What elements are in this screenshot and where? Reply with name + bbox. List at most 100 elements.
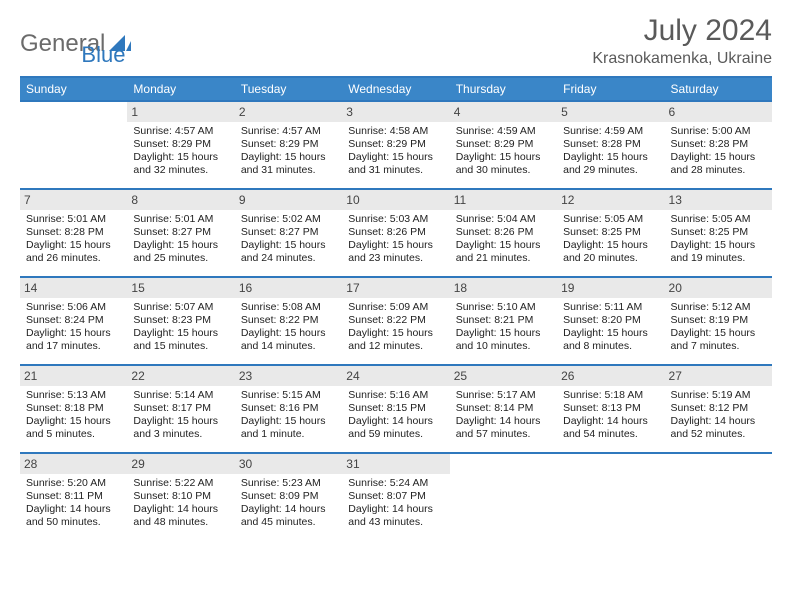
sunrise-text: Sunrise: 5:24 AM bbox=[348, 477, 443, 490]
day-of-week-row: Sunday Monday Tuesday Wednesday Thursday… bbox=[20, 77, 772, 101]
brand-word2: Blue bbox=[81, 42, 125, 68]
day-cell: 17Sunrise: 5:09 AMSunset: 8:22 PMDayligh… bbox=[342, 277, 449, 365]
daylight-text: Daylight: 14 hours and 48 minutes. bbox=[133, 503, 228, 529]
sunset-text: Sunset: 8:29 PM bbox=[133, 138, 228, 151]
day-cell: 6 Sunrise: 5:00 AMSunset: 8:28 PMDaylight… bbox=[665, 101, 772, 189]
sunset-text: Sunset: 8:28 PM bbox=[563, 138, 658, 151]
dow-sun: Sunday bbox=[20, 77, 127, 101]
sunset-text: Sunset: 8:13 PM bbox=[563, 402, 658, 415]
daylight-text: Daylight: 14 hours and 59 minutes. bbox=[348, 415, 443, 441]
daylight-text: Daylight: 15 hours and 12 minutes. bbox=[348, 327, 443, 353]
daylight-text: Daylight: 15 hours and 19 minutes. bbox=[671, 239, 766, 265]
sunrise-text: Sunrise: 5:13 AM bbox=[26, 389, 121, 402]
day-cell bbox=[450, 453, 557, 541]
daylight-text: Daylight: 14 hours and 57 minutes. bbox=[456, 415, 551, 441]
sunset-text: Sunset: 8:25 PM bbox=[563, 226, 658, 239]
day-cell: 1 Sunrise: 4:57 AMSunset: 8:29 PMDaylight… bbox=[127, 101, 234, 189]
day-cell: 26Sunrise: 5:18 AMSunset: 8:13 PMDayligh… bbox=[557, 365, 664, 453]
daylight-text: Daylight: 15 hours and 14 minutes. bbox=[241, 327, 336, 353]
week-row: 7Sunrise: 5:01 AMSunset: 8:28 PMDaylight… bbox=[20, 189, 772, 277]
day-number: 16 bbox=[235, 278, 342, 298]
daylight-text: Daylight: 15 hours and 7 minutes. bbox=[671, 327, 766, 353]
day-cell: 8Sunrise: 5:01 AMSunset: 8:27 PMDaylight… bbox=[127, 189, 234, 277]
dow-thu: Thursday bbox=[450, 77, 557, 101]
sunset-text: Sunset: 8:17 PM bbox=[133, 402, 228, 415]
day-cell: 23Sunrise: 5:15 AMSunset: 8:16 PMDayligh… bbox=[235, 365, 342, 453]
sunrise-text: Sunrise: 5:09 AM bbox=[348, 301, 443, 314]
sunrise-text: Sunrise: 5:05 AM bbox=[563, 213, 658, 226]
daylight-text: Daylight: 15 hours and 32 minutes. bbox=[133, 151, 228, 177]
sunset-text: Sunset: 8:28 PM bbox=[26, 226, 121, 239]
daylight-text: Daylight: 14 hours and 54 minutes. bbox=[563, 415, 658, 441]
day-number: 25 bbox=[450, 366, 557, 386]
daylight-text: Daylight: 15 hours and 31 minutes. bbox=[348, 151, 443, 177]
daylight-text: Daylight: 14 hours and 45 minutes. bbox=[241, 503, 336, 529]
day-cell: 9Sunrise: 5:02 AMSunset: 8:27 PMDaylight… bbox=[235, 189, 342, 277]
day-number: 29 bbox=[127, 454, 234, 474]
day-cell bbox=[665, 453, 772, 541]
sunset-text: Sunset: 8:16 PM bbox=[241, 402, 336, 415]
day-cell bbox=[557, 453, 664, 541]
sunrise-text: Sunrise: 5:08 AM bbox=[241, 301, 336, 314]
day-cell bbox=[20, 101, 127, 189]
sunrise-text: Sunrise: 4:58 AM bbox=[348, 125, 443, 138]
day-number: 20 bbox=[665, 278, 772, 298]
week-row: 21 Sunrise: 5:13 AMSunset: 8:18 PM Dayligh… bbox=[20, 365, 772, 453]
sunrise-text: Sunrise: 5:14 AM bbox=[133, 389, 228, 402]
dow-mon: Monday bbox=[127, 77, 234, 101]
week-row: 1Sunrise: 4:57 AMSunset: 8:29 PMDaylight… bbox=[20, 101, 772, 189]
daylight-text: Daylight: 15 hours and 31 minutes. bbox=[241, 151, 336, 177]
sunrise-text: Sunrise: 5:10 AM bbox=[456, 301, 551, 314]
day-cell: 3Sunrise: 4:58 AMSunset: 8:29 PMDaylight… bbox=[342, 101, 449, 189]
sunrise-text: Sunrise: 5:05 AM bbox=[671, 213, 766, 226]
day-cell: 7Sunrise: 5:01 AMSunset: 8:28 PMDaylight… bbox=[20, 189, 127, 277]
sunset-text: Sunset: 8:28 PM bbox=[671, 138, 766, 151]
day-cell: 30Sunrise: 5:23 AMSunset: 8:09 PMDayligh… bbox=[235, 453, 342, 541]
day-cell: 19Sunrise: 5:11 AMSunset: 8:20 PMDayligh… bbox=[557, 277, 664, 365]
header: General Blue July 2024 Krasnokamenka, Uk… bbox=[20, 14, 772, 68]
day-cell: 16Sunrise: 5:08 AMSunset: 8:22 PMDayligh… bbox=[235, 277, 342, 365]
daylight-text: Daylight: 15 hours and 17 minutes. bbox=[26, 327, 121, 353]
day-number: 23 bbox=[235, 366, 342, 386]
day-number: 12 bbox=[557, 190, 664, 210]
sunset-text: Sunset: 8:26 PM bbox=[348, 226, 443, 239]
day-number: 6 bbox=[665, 102, 772, 122]
daylight-text: Daylight: 15 hours and 3 minutes. bbox=[133, 415, 228, 441]
sunset-text: Sunset: 8:21 PM bbox=[456, 314, 551, 327]
sunset-text: Sunset: 8:22 PM bbox=[348, 314, 443, 327]
day-number: 11 bbox=[450, 190, 557, 210]
daylight-text: Daylight: 15 hours and 28 minutes. bbox=[671, 151, 766, 177]
day-cell: 24Sunrise: 5:16 AMSunset: 8:15 PMDayligh… bbox=[342, 365, 449, 453]
day-cell: 25Sunrise: 5:17 AMSunset: 8:14 PMDayligh… bbox=[450, 365, 557, 453]
day-number: 4 bbox=[450, 102, 557, 122]
month-title: July 2024 bbox=[592, 14, 772, 48]
daylight-text: Daylight: 15 hours and 29 minutes. bbox=[563, 151, 658, 177]
sunrise-text: Sunrise: 5:06 AM bbox=[26, 301, 121, 314]
day-number: 7 bbox=[20, 190, 127, 210]
calendar-body: 1Sunrise: 4:57 AMSunset: 8:29 PMDaylight… bbox=[20, 101, 772, 541]
sunset-text: Sunset: 8:29 PM bbox=[241, 138, 336, 151]
day-cell: 11Sunrise: 5:04 AMSunset: 8:26 PMDayligh… bbox=[450, 189, 557, 277]
sunset-text: Sunset: 8:18 PM bbox=[26, 402, 121, 415]
location: Krasnokamenka, Ukraine bbox=[592, 50, 772, 68]
day-number: 18 bbox=[450, 278, 557, 298]
sunrise-text: Sunrise: 4:57 AM bbox=[133, 125, 228, 138]
sunrise-text: Sunrise: 5:20 AM bbox=[26, 477, 121, 490]
sunrise-text: Sunrise: 5:19 AM bbox=[671, 389, 766, 402]
day-number: 3 bbox=[342, 102, 449, 122]
daylight-text: Daylight: 15 hours and 25 minutes. bbox=[133, 239, 228, 265]
week-row: 28Sunrise: 5:20 AMSunset: 8:11 PMDayligh… bbox=[20, 453, 772, 541]
sunrise-text: Sunrise: 5:00 AM bbox=[671, 125, 766, 138]
day-number: 1 bbox=[127, 102, 234, 122]
day-number: 24 bbox=[342, 366, 449, 386]
sunset-text: Sunset: 8:19 PM bbox=[671, 314, 766, 327]
sunset-text: Sunset: 8:10 PM bbox=[133, 490, 228, 503]
day-number: 26 bbox=[557, 366, 664, 386]
day-number: 5 bbox=[557, 102, 664, 122]
day-number: 21 bbox=[20, 366, 127, 386]
sunrise-text: Sunrise: 5:02 AM bbox=[241, 213, 336, 226]
day-number: 22 bbox=[127, 366, 234, 386]
sunrise-text: Sunrise: 5:04 AM bbox=[456, 213, 551, 226]
dow-sat: Saturday bbox=[665, 77, 772, 101]
sunrise-text: Sunrise: 4:59 AM bbox=[563, 125, 658, 138]
